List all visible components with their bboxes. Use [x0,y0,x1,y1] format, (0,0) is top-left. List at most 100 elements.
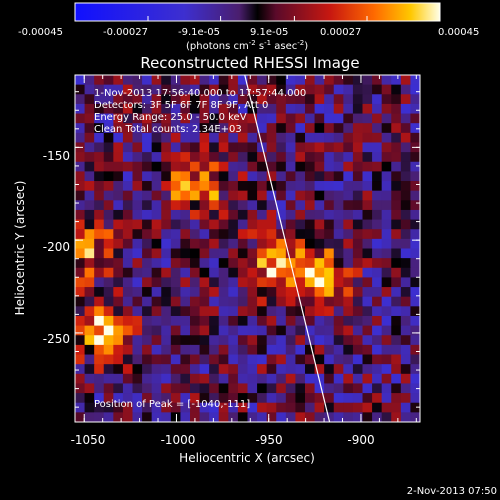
heatmap-cell [170,113,182,124]
heatmap-cell [94,335,105,346]
heatmap-cell [314,364,325,375]
heatmap-cell [228,200,239,211]
heatmap-cell [266,383,277,394]
heatmap-cell [343,113,354,124]
heatmap-cell [151,142,162,153]
heatmap-cell [400,161,412,172]
heatmap-cell [362,94,373,105]
heatmap-cell [94,354,105,365]
heatmap-cell [305,402,316,413]
heatmap-cell [343,354,354,365]
heatmap-cell [218,325,229,336]
heatmap-cell [180,113,191,124]
heatmap-cell [103,142,114,153]
heatmap-cell [199,373,210,385]
heatmap-cell [161,306,172,317]
heatmap-cell [209,113,220,124]
heatmap-cell [161,354,172,365]
heatmap-cell [276,103,287,115]
colorbar-units: (photons cm-2 s-1 asec-2) [186,39,308,52]
heatmap-cell [161,229,172,240]
heatmap-cell [170,393,182,404]
heatmap-cell [75,209,86,221]
heatmap-cell [170,152,182,163]
heatmap-cell [132,277,143,288]
heatmap-cell [151,238,162,250]
heatmap-cell [218,402,229,413]
heatmap-cell [362,142,373,153]
heatmap-cell [257,373,268,385]
heatmap-cell [410,132,420,144]
heatmap-cell [400,373,412,385]
heatmap-cell [314,354,325,365]
heatmap-cell [333,103,344,115]
heatmap-cell [132,190,143,201]
heatmap-cell [391,152,402,163]
heatmap-cell [381,393,392,404]
heatmap-cell [381,412,392,422]
heatmap-cell [362,190,373,201]
heatmap-cell [343,171,354,182]
heatmap-cell [324,306,335,317]
heatmap-cell [170,344,182,356]
heatmap-cell [400,306,412,317]
heatmap-cell [84,103,95,115]
heatmap-cell [305,393,316,404]
heatmap-cell [199,219,210,230]
heatmap-cell [199,152,210,163]
heatmap-cell [113,190,124,201]
colorbar-tick-label-4: 0.00027 [320,27,361,38]
heatmap-cell [266,142,277,153]
heatmap-cell [285,190,297,201]
heatmap-cell [314,161,325,172]
heatmap-cell [295,267,306,279]
heatmap-cell [372,383,383,394]
heatmap-cell [352,306,364,317]
heatmap-cell [161,277,172,288]
heatmap-cell [113,248,124,259]
heatmap-cell [324,325,335,336]
time-range-text: 1-Nov-2013 17:56:40.000 to 17:57:44.000 [94,88,306,99]
heatmap-cell [314,306,325,317]
heatmap-cell [352,393,364,404]
heatmap-cell [372,181,383,192]
heatmap-cell [94,200,105,211]
heatmap-cell [372,335,383,346]
heatmap-cell [391,287,402,298]
heatmap-cell [132,402,143,413]
heatmap-cell [305,142,316,153]
heatmap-cell [247,238,258,250]
heatmap-cell [218,94,229,105]
heatmap-cell [276,412,287,422]
heatmap-cell [103,373,114,385]
heatmap-cell [180,383,191,394]
heatmap-cell [352,267,364,279]
heatmap-cell [410,229,420,240]
heatmap-cell [103,190,114,201]
heatmap-cell [295,344,306,356]
heatmap-cell [381,248,392,259]
heatmap-cell [362,209,373,221]
heatmap-cell [400,84,412,95]
heatmap-cell [132,142,143,153]
heatmap-cell [161,113,172,124]
heatmap-cell [362,152,373,163]
heatmap-cell [228,402,239,413]
heatmap-cell [305,248,316,259]
heatmap-cell [122,142,134,153]
heatmap-cell [113,306,124,317]
heatmap-cell [343,103,354,115]
heatmap-cell [381,171,392,182]
heatmap-cell [94,287,105,298]
heatmap-cell [285,103,297,115]
heatmap-cell [352,287,364,298]
heatmap-cell [343,315,354,327]
heatmap-cell [266,238,277,250]
heatmap-cell [400,132,412,144]
heatmap-cell [276,75,287,86]
heatmap-cell [247,364,258,375]
heatmap-cell [151,229,162,240]
heatmap-cell [314,209,325,221]
heatmap-cell [391,103,402,115]
y-tick-label-2: -250 [43,332,70,346]
